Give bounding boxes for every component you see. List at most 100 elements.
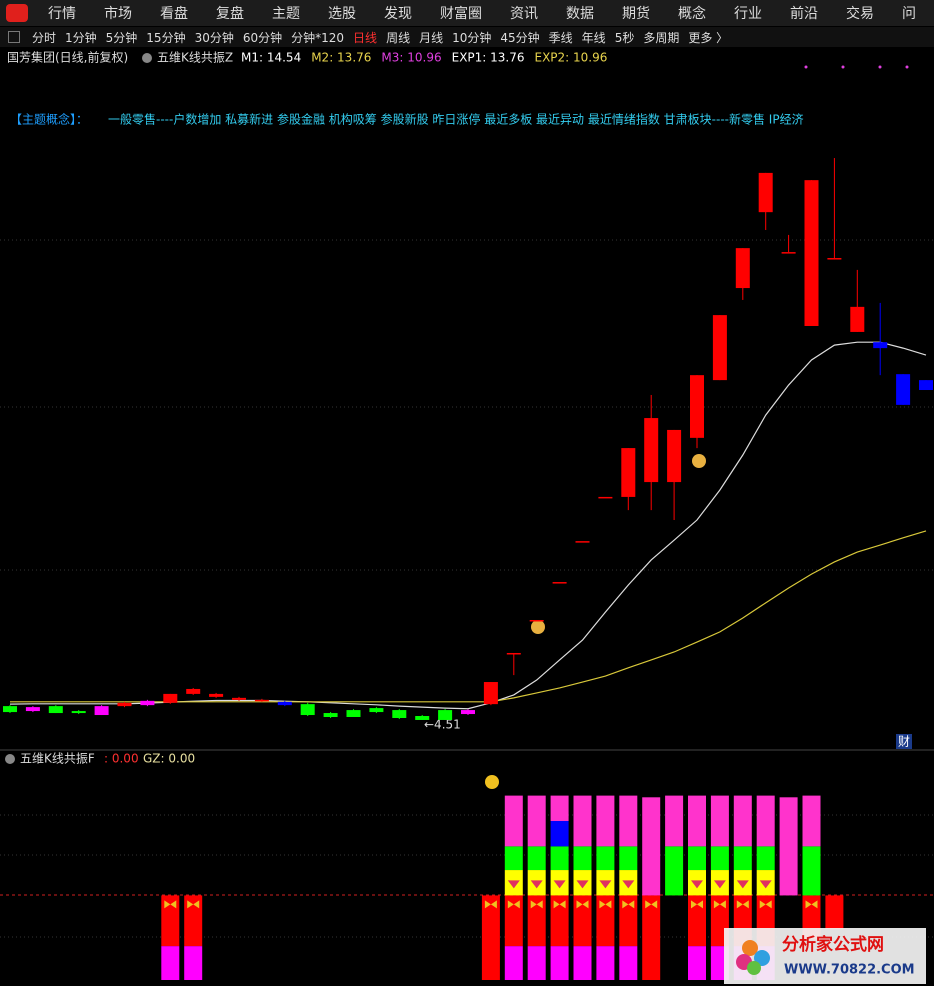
watermark-url: WWW.70822.COM	[784, 963, 915, 978]
badge	[896, 734, 912, 749]
low-price-label: ←4.51	[424, 718, 461, 732]
nav-item[interactable]: 数据	[566, 6, 594, 22]
nav-item[interactable]: 资讯	[510, 6, 538, 22]
badge-text: 财	[898, 735, 910, 749]
butterfly-icon	[805, 900, 818, 909]
period-item[interactable]: 10分钟	[452, 30, 492, 45]
candle-body	[254, 699, 269, 702]
nav-item[interactable]: 发现	[384, 6, 412, 22]
period-item[interactable]: 5分钟	[105, 30, 138, 45]
indicator-bar	[619, 946, 638, 980]
indicator-bar	[504, 946, 523, 980]
period-item[interactable]: 季线	[548, 30, 573, 45]
nav-item[interactable]: 问	[902, 6, 916, 22]
nav-item[interactable]: 市场	[104, 6, 132, 22]
nav-item[interactable]: 财富圈	[440, 6, 482, 22]
period-item[interactable]: 多周期	[643, 30, 680, 45]
period-item[interactable]: 30分钟	[194, 30, 234, 45]
nav-item[interactable]: 行业	[734, 6, 762, 22]
period-item[interactable]: 年线	[581, 30, 606, 45]
candle-body	[323, 713, 338, 718]
indicator-bar	[504, 895, 523, 947]
candle-body	[186, 688, 201, 694]
nav-item[interactable]: 前沿	[790, 6, 818, 22]
nav-item[interactable]: 行情	[48, 6, 76, 22]
concept-label: 【主题概念】：	[10, 112, 88, 127]
butterfly-icon	[576, 900, 589, 909]
period-item[interactable]: 15分钟	[146, 30, 186, 45]
butterfly-icon	[164, 900, 177, 909]
indicator-bar	[802, 846, 821, 896]
indicator-icon	[142, 53, 152, 63]
indicator-icon	[5, 754, 15, 764]
gem-icon	[713, 880, 726, 889]
period-item[interactable]: 45分钟	[500, 30, 540, 45]
gem-icon	[576, 880, 589, 889]
indicator-bar	[573, 895, 592, 947]
indicator-bar	[550, 795, 569, 821]
candle-body	[781, 252, 796, 254]
candle-body	[827, 258, 842, 260]
dot	[804, 65, 808, 69]
nav-bar: 行情 市场 看盘 复盘 主题 选股 发现 财富圈 资讯 数据 期货 概念 行业 前沿 交易 问	[0, 0, 934, 26]
indicator-bar	[596, 846, 615, 871]
indicator-param: EXP2: 10.96	[535, 51, 608, 65]
indicator-bar	[642, 797, 661, 896]
indicator-bar	[619, 895, 638, 947]
gem-icon	[691, 880, 703, 889]
period-item[interactable]: 日线	[353, 30, 378, 45]
butterfly-icon	[759, 900, 772, 909]
candle-body	[873, 342, 888, 349]
logo-petal	[754, 950, 770, 966]
indicator-bar	[802, 795, 821, 847]
indicator-bar	[779, 797, 798, 896]
indicator-bar	[688, 895, 706, 947]
gem-icon	[736, 880, 749, 889]
lower-gz: GZ: 0.00	[143, 752, 195, 766]
indicator-bar	[184, 946, 203, 980]
nav-item[interactable]: 选股	[328, 6, 356, 22]
period-item[interactable]: 周线	[386, 30, 411, 45]
nav-item[interactable]: 复盘	[216, 6, 244, 22]
butterfly-icon	[553, 900, 566, 909]
nav-item[interactable]: 看盘	[160, 6, 188, 22]
candle-body	[300, 704, 315, 716]
period-item[interactable]: 5秒	[614, 30, 635, 45]
butterfly-icon	[507, 900, 520, 909]
candle-body	[415, 716, 430, 720]
period-item[interactable]: 更多 〉	[688, 30, 729, 45]
nav-item[interactable]: 主题	[272, 6, 300, 22]
indicator-bar	[665, 795, 684, 847]
indicator-bar	[481, 895, 500, 980]
indicator-param: M1: 14.54	[241, 51, 301, 65]
period-item[interactable]: 分时	[32, 30, 57, 45]
period-item[interactable]: 月线	[419, 30, 444, 45]
period-item[interactable]: 分钟*120	[291, 30, 345, 45]
indicator-bar	[756, 795, 775, 847]
period-item[interactable]: 60分钟	[242, 30, 283, 45]
candle-body	[690, 375, 704, 438]
period-item[interactable]: 1分钟	[65, 30, 97, 45]
money-bag-icon	[692, 454, 706, 468]
gem-icon	[622, 880, 635, 889]
candle-body	[896, 374, 911, 405]
candle-body	[735, 248, 750, 289]
indicator-bar	[756, 846, 775, 871]
indicator-bar	[733, 795, 752, 847]
indicator-bar	[573, 846, 592, 871]
indicator-bar	[596, 895, 615, 947]
indicator-bar	[710, 846, 729, 871]
indicator-bar	[161, 895, 180, 947]
indicator-bar	[619, 795, 638, 847]
nav-item[interactable]: 交易	[846, 6, 874, 22]
candle-body	[575, 541, 590, 543]
indicator-param: EXP1: 13.76	[452, 51, 525, 65]
candle-body	[529, 619, 544, 622]
indicator-bar	[527, 946, 546, 980]
candle-body	[598, 496, 613, 499]
nav-item[interactable]: 概念	[678, 6, 706, 22]
butterfly-icon	[622, 900, 635, 909]
nav-item[interactable]: 期货	[622, 6, 650, 22]
